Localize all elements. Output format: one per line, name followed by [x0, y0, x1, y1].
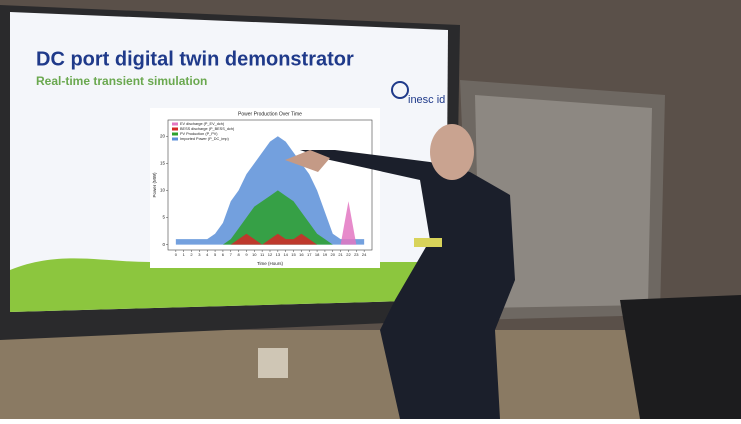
legend-label: PV Production (P_PV) [180, 132, 218, 136]
x-tick-label: 20 [331, 252, 336, 257]
x-tick-label: 14 [283, 252, 288, 257]
x-tick-label: 12 [268, 252, 273, 257]
x-tick-label: 22 [346, 252, 351, 257]
presenter-head [430, 124, 474, 180]
photo: DC port digital twin demonstrator Real-t… [0, 0, 741, 419]
legend-label: BESS discharge (P_BESS_dch) [180, 127, 235, 131]
legend-label: EV discharge (P_EV_dch) [180, 122, 225, 126]
slide-subtitle: Real-time transient simulation [36, 74, 207, 88]
legend-swatch [172, 123, 178, 126]
x-tick-label: 17 [307, 252, 312, 257]
x-tick-label: 13 [276, 252, 281, 257]
logo: inesc id [408, 94, 445, 106]
x-tick-label: 18 [315, 252, 320, 257]
x-tick-label: 16 [299, 252, 304, 257]
y-tick-label: 15 [160, 161, 166, 166]
y-tick-label: 10 [160, 188, 166, 193]
y-tick-label: 20 [160, 133, 166, 138]
legend-label: Imported Power (P_DC_imp) [180, 137, 229, 141]
x-tick-label: 19 [323, 252, 328, 257]
sticky-notes [414, 238, 442, 247]
x-tick-label: 15 [291, 252, 296, 257]
x-tick-label: 21 [338, 252, 343, 257]
legend-swatch [172, 138, 178, 141]
y-axis-label: Power (MW) [152, 172, 157, 197]
chair [620, 295, 741, 419]
chart-title: Power Production Over Time [238, 111, 302, 117]
slide-title: DC port digital twin demonstrator [36, 48, 354, 70]
legend-swatch [172, 133, 178, 136]
x-tick-label: 24 [362, 252, 367, 257]
wall-socket [258, 348, 288, 378]
legend-swatch [172, 128, 178, 131]
x-tick-label: 23 [354, 252, 359, 257]
x-axis-label: Time (Hours) [257, 261, 284, 266]
x-tick-label: 10 [252, 252, 257, 257]
